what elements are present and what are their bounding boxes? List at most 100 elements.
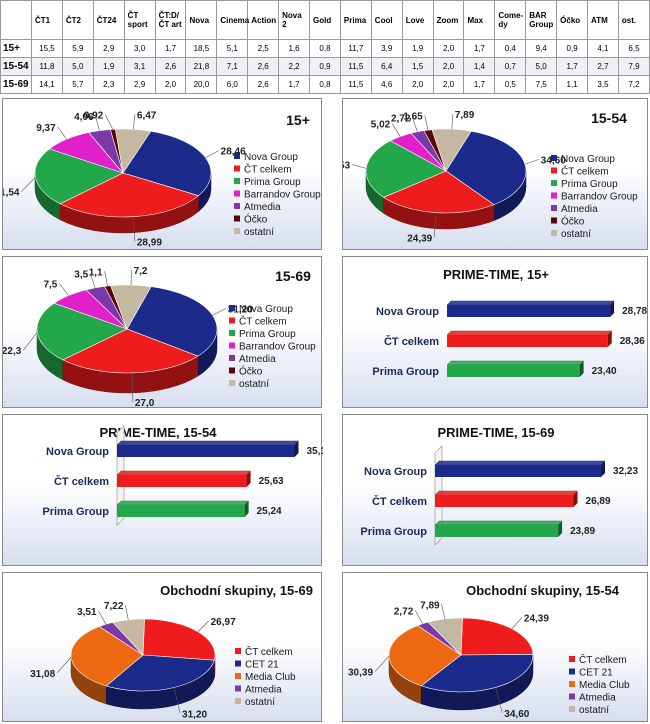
chart-title: PRIME-TIME, 15+ <box>443 267 549 282</box>
table-cell: 0,5 <box>494 75 527 94</box>
table-cell: 20,0 <box>185 75 218 94</box>
bar-data-label: 35,11 <box>307 446 323 457</box>
table-cell: 0,8 <box>309 39 341 58</box>
bar-prima-group <box>435 525 559 537</box>
pie-data-label: 3,5 <box>74 270 88 281</box>
bar-top-face <box>434 460 606 466</box>
table-cell: 1,5 <box>401 57 434 76</box>
bar-data-label: 28,78 <box>622 306 647 317</box>
table-cell: 1,4 <box>463 57 496 76</box>
pie-data-label: 26,97 <box>211 617 236 628</box>
legend-label-ct-celkem: ČT celkem <box>561 165 609 178</box>
chart-title: 15-69 <box>275 268 311 284</box>
table-corner-cell <box>0 0 32 40</box>
pie-data-label: 2,72 <box>394 606 414 617</box>
legend-label-barrandov-group: Barrandov Group <box>244 190 321 201</box>
legend-swatch-ostatni <box>229 380 235 386</box>
legend-label-ct-celkem: ČT celkem <box>239 315 287 328</box>
table-column-header: Óčko <box>556 0 589 40</box>
table-cell: 5,0 <box>61 57 94 76</box>
legend-label-atmedia: Atmedia <box>244 202 281 213</box>
table-cell: 7,1 <box>216 57 249 76</box>
table-cell: 2,7 <box>587 57 619 76</box>
legend-label-prima-group: Prima Group <box>244 177 301 188</box>
table-cell: 7,9 <box>617 57 650 76</box>
legend-label-prima-group: Prima Group <box>239 329 296 340</box>
legend-swatch-atmedia <box>235 685 241 692</box>
table-column-header: ČT1 <box>31 0 63 40</box>
pie-data-label: 31,20 <box>182 709 207 720</box>
pie-slice-ct-celkem <box>59 172 200 218</box>
pie-data-label: 21,54 <box>3 187 20 198</box>
table-cell: 0,7 <box>494 57 527 76</box>
pie-leader-line <box>173 687 181 714</box>
legend-label-ct-celkem: ČT celkem <box>579 653 627 666</box>
bar-side-face <box>601 461 606 477</box>
bar-panel-prime-15-69: PRIME-TIME, 15-69 Nova Group 32,23 ČT celke… <box>342 414 648 566</box>
pie-slice-prima-group <box>36 302 128 361</box>
bar-top-face <box>116 500 250 506</box>
table-cell: 6,4 <box>370 57 403 76</box>
legend-swatch-nova-group <box>234 153 240 159</box>
bar-ct-celkem <box>117 475 247 487</box>
legend-swatch-ct-celkem <box>235 648 241 654</box>
table-cell: 6,0 <box>216 75 249 94</box>
pie-leader-line <box>104 114 114 130</box>
table-cell: 2,6 <box>154 57 187 76</box>
pie-data-label: 7,89 <box>455 110 475 121</box>
pie-leader-line <box>524 159 539 165</box>
chart-title: PRIME-TIME, 15-69 <box>437 425 554 440</box>
bar-data-label: 26,89 <box>586 496 611 507</box>
pie-data-label: 31,08 <box>30 669 55 680</box>
legend-swatch-ct-celkem <box>569 656 575 662</box>
bar-data-label: 32,23 <box>613 466 638 477</box>
pie-slice-nova-group <box>126 286 218 357</box>
bar-ct-celkem <box>447 335 608 347</box>
legend-label-barrandov-group: Barrandov Group <box>239 342 316 353</box>
pie-data-label: 7,89 <box>420 600 440 611</box>
pie-leader-line <box>89 273 96 288</box>
table-column-header: Cool <box>370 0 403 40</box>
chart-title: 15+ <box>286 112 310 128</box>
legend-swatch-ostatni <box>551 230 557 236</box>
bar-top-face <box>446 330 613 336</box>
legend-label-ct-celkem: ČT celkem <box>244 163 292 176</box>
table-cell: 5,0 <box>525 57 558 76</box>
legend-swatch-nova-group <box>551 155 557 161</box>
pie-leader-line <box>57 126 67 140</box>
legend-label-ostatni: ostatní <box>244 227 274 238</box>
pie-data-label: 1,65 <box>403 111 423 122</box>
legend-swatch-ct-celkem <box>229 317 235 324</box>
legend-swatch-barrandov-group <box>229 342 235 349</box>
pie-data-label: 6,47 <box>137 110 157 121</box>
bar-data-label: 25,24 <box>257 506 282 517</box>
table-cell: 0,8 <box>309 75 341 94</box>
pie-slice-ostatni <box>427 617 463 656</box>
table-cell: 3,9 <box>370 39 403 58</box>
table-row-label: 15-69 <box>0 75 32 94</box>
bar-category-label: Nova Group <box>46 446 109 458</box>
pie-leader-line <box>415 610 423 624</box>
table-column-header: ost. <box>617 0 650 40</box>
legend-swatch-atmedia <box>569 693 575 700</box>
bar-nova-group <box>435 465 602 477</box>
table-cell: 18,5 <box>185 39 218 58</box>
legend-swatch-ct-celkem <box>551 167 557 174</box>
pie-slice-ostatni <box>115 128 152 174</box>
bar-panel-prime-15-54: PRIME-TIME, 15-54 Nova Group 35,11 ČT celke… <box>2 414 323 566</box>
bar-side-face <box>558 521 563 537</box>
bar-side-face <box>246 471 251 487</box>
table-cell: 6,5 <box>617 39 650 58</box>
table-cell: 2,0 <box>432 75 465 94</box>
pie-leader-line <box>130 270 132 286</box>
table-cell: 11,5 <box>339 75 372 94</box>
legend-swatch-nova-group <box>229 305 235 311</box>
pie-leader-line <box>511 617 523 630</box>
legend-swatch-prima-group <box>234 178 240 184</box>
table-cell: 2,0 <box>401 75 434 94</box>
bar-prima-group <box>447 365 580 377</box>
chart-title: Obchodní skupiny, 15-69 <box>160 583 313 598</box>
bar-category-label: Prima Group <box>372 366 439 378</box>
bar-category-label: ČT celkem <box>372 495 427 508</box>
legend-swatch-ostatni <box>234 228 240 234</box>
